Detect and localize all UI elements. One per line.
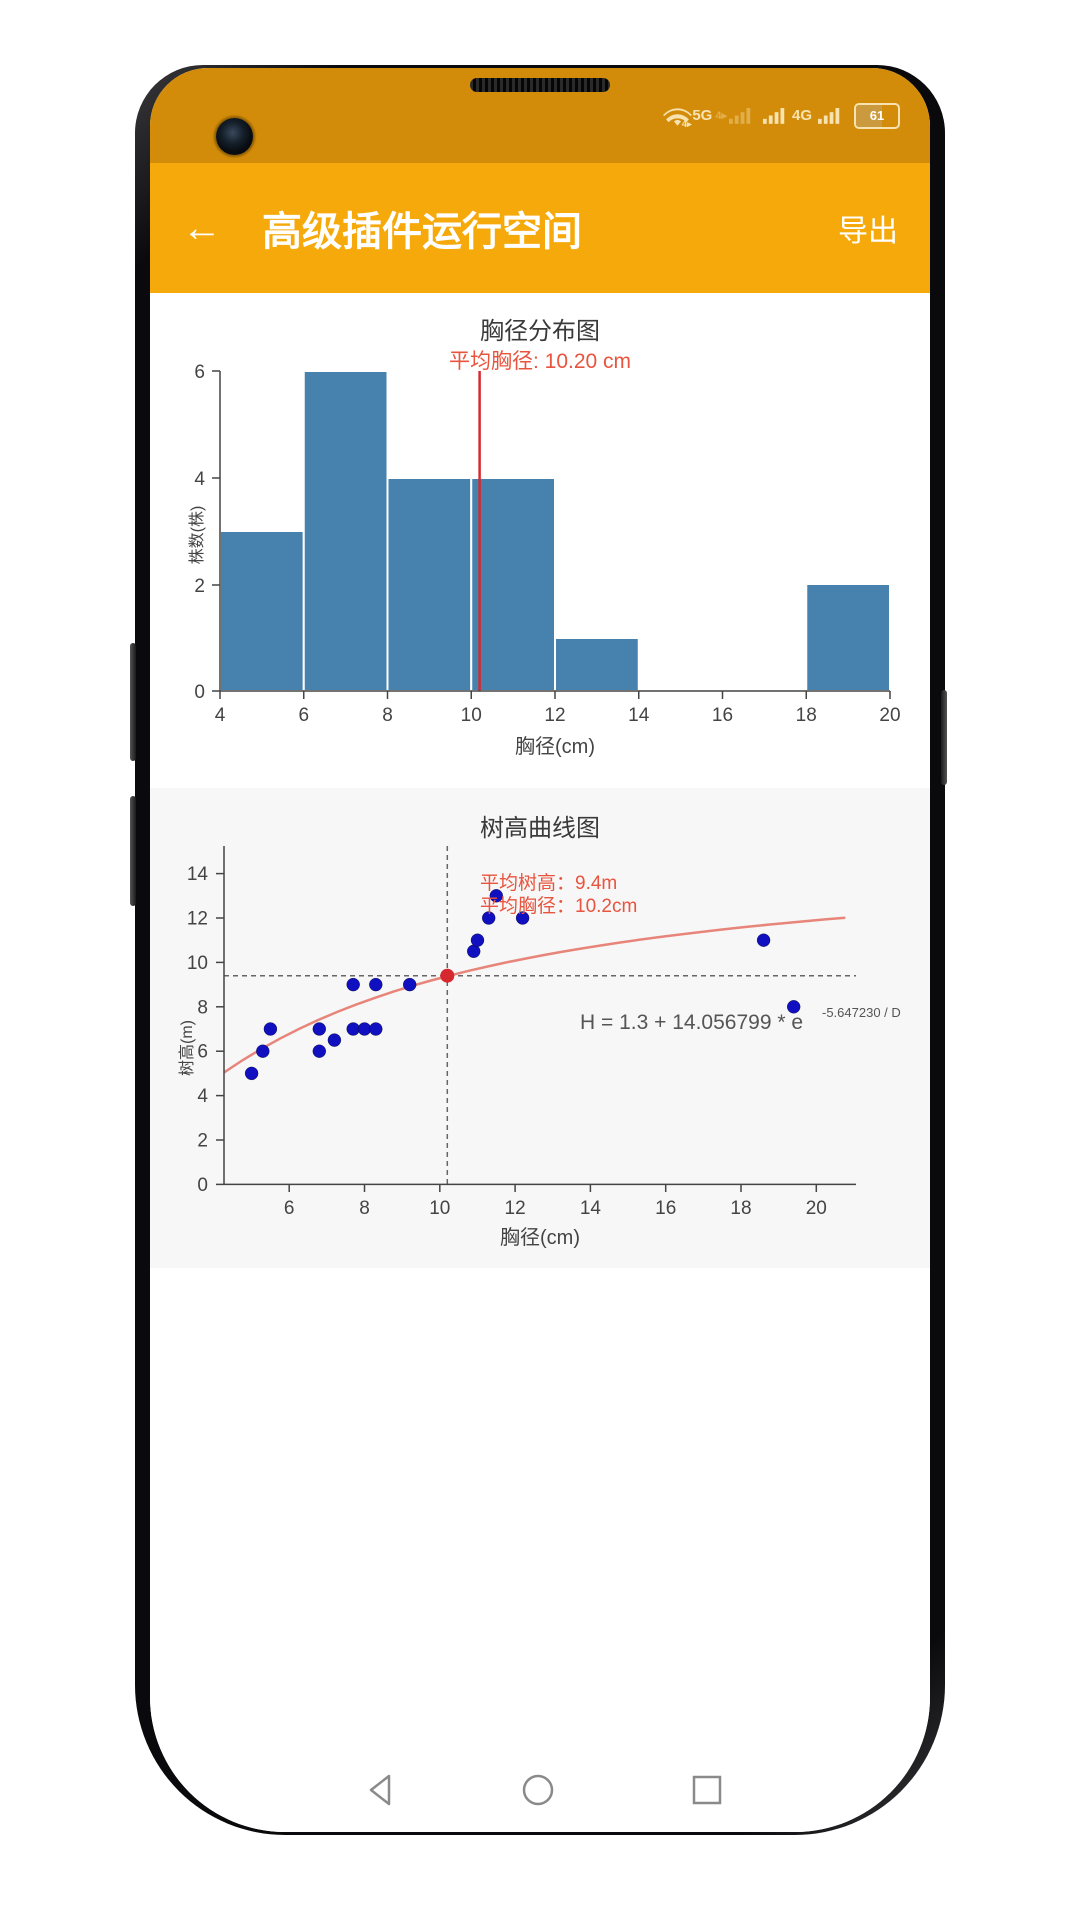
svg-text:12: 12 [544,705,565,726]
svg-text:4: 4 [215,705,226,726]
svg-text:10: 10 [461,705,482,726]
svg-text:2: 2 [197,1131,208,1152]
svg-text:14: 14 [628,705,650,726]
svg-text:20: 20 [879,705,900,726]
svg-text:6: 6 [298,705,309,726]
svg-text:16: 16 [712,705,733,726]
svg-text:14: 14 [580,1198,602,1219]
svg-text:6: 6 [284,1198,295,1219]
svg-text:8: 8 [197,997,208,1018]
svg-text:-5.647230 / D: -5.647230 / D [822,1005,901,1020]
svg-text:H = 1.3 + 14.056799 * e: H = 1.3 + 14.056799 * e [580,1011,803,1034]
svg-text:4: 4 [197,1086,208,1107]
svg-text:8: 8 [382,705,393,726]
svg-text:14: 14 [187,864,209,885]
svg-text:16: 16 [655,1198,676,1219]
svg-text:20: 20 [806,1198,827,1219]
svg-text:0: 0 [194,682,205,703]
svg-text:4▸: 4▸ [682,119,692,127]
svg-text:8: 8 [359,1198,370,1219]
svg-text:0: 0 [197,1175,208,1196]
svg-text:18: 18 [796,705,817,726]
svg-text:6: 6 [197,1042,208,1063]
svg-text:12: 12 [187,909,208,930]
svg-text:胸径(cm): 胸径(cm) [515,735,595,758]
svg-text:10: 10 [429,1198,450,1219]
svg-text:18: 18 [730,1198,751,1219]
svg-text:6: 6 [194,362,205,383]
svg-text:胸径(cm): 胸径(cm) [500,1226,580,1249]
svg-text:12: 12 [505,1198,526,1219]
